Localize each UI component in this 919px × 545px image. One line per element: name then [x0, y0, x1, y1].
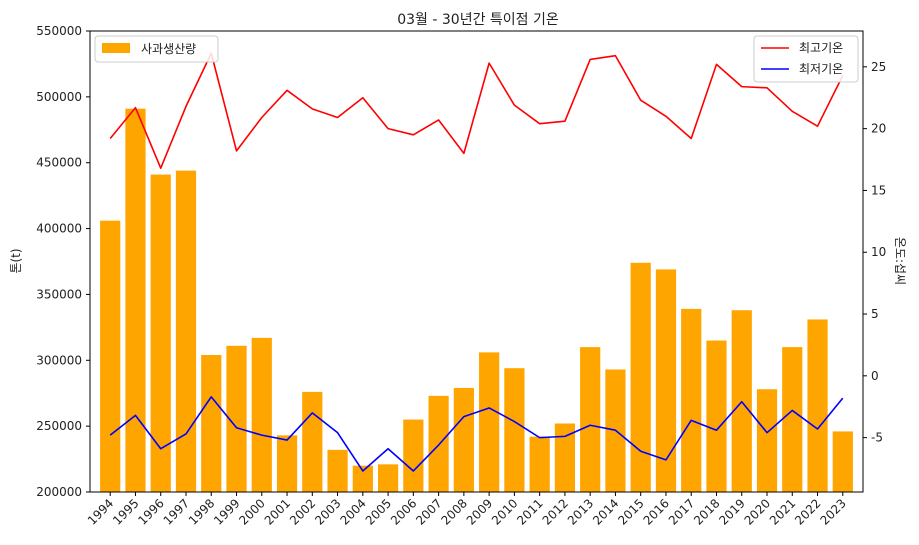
bar-1998 — [201, 355, 222, 492]
legend-bar-swatch — [102, 43, 130, 53]
bar-1997 — [175, 170, 197, 492]
line-series-0 — [109, 52, 844, 169]
bar-1996 — [150, 174, 171, 492]
line-series-1 — [109, 396, 844, 472]
y-right-tick-label--5: -5 — [871, 431, 883, 445]
y-right-tick-label-15: 15 — [871, 183, 886, 197]
bar-2004 — [352, 465, 373, 492]
x-tick-label-2013: 2013 — [565, 496, 596, 527]
x-tick-label-2023: 2023 — [817, 496, 848, 527]
legend-lines: 최고기온 최저기온 — [753, 35, 859, 83]
x-tick-label-1999: 1999 — [211, 496, 242, 527]
bar-2010 — [504, 368, 525, 492]
bar-2000 — [251, 337, 272, 492]
y-right-tick-label-25: 25 — [871, 60, 886, 74]
bar-2020 — [756, 389, 778, 492]
bar-2013 — [580, 347, 601, 492]
bar-2015 — [630, 262, 651, 492]
chart-title: 03월 - 30년간 특이점 기온 — [397, 12, 559, 28]
y-left-tick-label-350000: 350000 — [36, 287, 82, 301]
bar-2003 — [327, 449, 348, 492]
y-axis-right: -5 0 5 10 15 20 25 — [863, 60, 886, 445]
legend-line-low-label: 최저기온 — [799, 62, 843, 76]
plot-frame — [89, 30, 864, 493]
y-left-tick-label-450000: 450000 — [36, 156, 82, 170]
y-left-tick-label-200000: 200000 — [36, 485, 82, 499]
legend-bar: 사과생산량 — [94, 35, 219, 63]
bar-2009 — [479, 352, 500, 492]
y-axis-right-label: 온도:섭씨 — [893, 237, 907, 285]
y-left-tick-label-300000: 300000 — [36, 353, 82, 367]
line-series-group — [109, 52, 844, 472]
bar-2017 — [681, 308, 702, 492]
y-right-tick-label-0: 0 — [871, 369, 879, 383]
x-tick-label-2004: 2004 — [337, 496, 368, 527]
x-tick-label-2003: 2003 — [312, 496, 343, 527]
x-tick-label-2000: 2000 — [236, 496, 267, 527]
x-tick-label-2011: 2011 — [514, 496, 545, 527]
x-tick-label-2017: 2017 — [666, 496, 697, 527]
x-tick-label-2019: 2019 — [716, 496, 747, 527]
x-tick-label-2022: 2022 — [792, 496, 823, 527]
bar-2021 — [782, 347, 803, 492]
x-tick-label-2010: 2010 — [489, 496, 520, 527]
x-tick-label-1995: 1995 — [110, 496, 141, 527]
bar-2008 — [453, 387, 474, 492]
bar-2001 — [276, 435, 298, 492]
x-tick-label-2014: 2014 — [590, 496, 621, 527]
x-tick-label-2007: 2007 — [413, 496, 444, 527]
x-tick-label-2009: 2009 — [464, 496, 495, 527]
y-right-tick-label-10: 10 — [871, 245, 886, 259]
bar-1999 — [226, 345, 247, 492]
x-axis: 1994199519961997199819992000200120022003… — [85, 492, 849, 528]
x-tick-label-2021: 2021 — [767, 496, 798, 527]
bar-2006 — [403, 419, 424, 492]
bar-2002 — [302, 391, 323, 492]
x-tick-label-2002: 2002 — [287, 496, 318, 527]
bar-2011 — [529, 436, 550, 492]
y-left-tick-label-250000: 250000 — [36, 419, 82, 433]
bar-2022 — [807, 319, 828, 492]
bar-1994 — [100, 220, 121, 493]
y-right-tick-label-5: 5 — [871, 307, 879, 321]
y-left-tick-label-400000: 400000 — [36, 222, 82, 236]
x-tick-label-2001: 2001 — [262, 496, 293, 527]
x-tick-label-2012: 2012 — [540, 496, 571, 527]
y-left-tick-label-500000: 500000 — [36, 90, 82, 104]
x-tick-label-2018: 2018 — [691, 496, 722, 527]
bar-2016 — [655, 269, 677, 492]
bar-2012 — [554, 423, 576, 492]
x-tick-label-1997: 1997 — [161, 496, 192, 527]
bar-1995 — [125, 108, 146, 493]
x-tick-label-2005: 2005 — [363, 496, 394, 527]
x-tick-label-1996: 1996 — [135, 496, 166, 527]
bar-series — [100, 108, 853, 493]
legend-bar-frame — [94, 35, 219, 63]
bar-2023 — [832, 431, 853, 492]
x-tick-label-2016: 2016 — [641, 496, 672, 527]
x-tick-label-2020: 2020 — [742, 496, 773, 527]
bar-2005 — [377, 464, 399, 492]
x-tick-label-1994: 1994 — [85, 496, 116, 527]
x-tick-label-1998: 1998 — [186, 496, 217, 527]
y-axis-left-label: 톤(t) — [9, 248, 23, 273]
x-tick-label-2006: 2006 — [388, 496, 419, 527]
bar-2018 — [706, 340, 727, 492]
x-tick-label-2008: 2008 — [438, 496, 469, 527]
legend-line-high-label: 최고기온 — [799, 41, 843, 55]
y-axis-left: 200000 250000 300000 350000 400000 450000 5000… — [36, 24, 90, 499]
y-left-tick-label-550000: 550000 — [36, 24, 82, 38]
x-tick-label-2015: 2015 — [615, 496, 646, 527]
y-right-tick-label-20: 20 — [871, 122, 886, 136]
legend-bar-label: 사과생산량 — [141, 42, 196, 56]
